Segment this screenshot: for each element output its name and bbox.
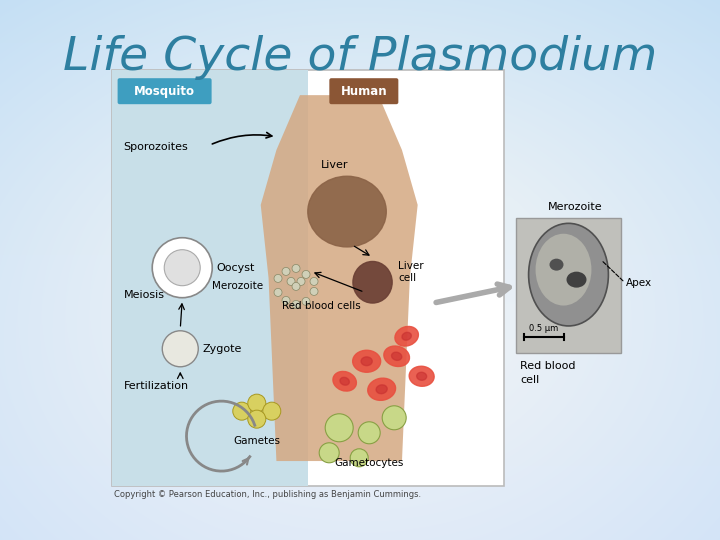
Circle shape — [274, 274, 282, 282]
Ellipse shape — [353, 261, 392, 303]
Circle shape — [292, 282, 300, 291]
Circle shape — [248, 394, 266, 412]
Ellipse shape — [536, 234, 591, 306]
Circle shape — [164, 249, 200, 286]
Bar — [112, 70, 308, 486]
Text: Life Cycle of Plasmodium: Life Cycle of Plasmodium — [63, 35, 657, 80]
Circle shape — [302, 298, 310, 306]
Text: Merozoite: Merozoite — [212, 281, 263, 292]
Text: cell: cell — [520, 375, 539, 385]
Ellipse shape — [340, 377, 349, 385]
Text: Liver: Liver — [321, 160, 348, 170]
Ellipse shape — [567, 272, 587, 288]
Ellipse shape — [333, 372, 356, 391]
Ellipse shape — [376, 385, 387, 394]
Ellipse shape — [361, 357, 372, 366]
Bar — [516, 218, 621, 353]
Text: 0.5 μm: 0.5 μm — [529, 324, 559, 333]
Circle shape — [325, 414, 354, 442]
PathPatch shape — [261, 95, 418, 461]
Text: Liver
cell: Liver cell — [398, 261, 423, 282]
Ellipse shape — [417, 372, 427, 380]
Circle shape — [233, 402, 251, 420]
Text: Sporozoites: Sporozoites — [124, 142, 189, 152]
Circle shape — [248, 410, 266, 428]
Ellipse shape — [409, 366, 434, 386]
Ellipse shape — [528, 224, 608, 326]
Circle shape — [152, 238, 212, 298]
Ellipse shape — [368, 378, 395, 400]
Text: Red blood cells: Red blood cells — [282, 301, 361, 311]
Text: Meiosis: Meiosis — [124, 290, 165, 300]
Circle shape — [263, 402, 281, 420]
Ellipse shape — [392, 352, 402, 360]
Bar — [112, 70, 504, 486]
Text: Zygote: Zygote — [202, 344, 242, 354]
FancyBboxPatch shape — [117, 78, 212, 104]
Circle shape — [319, 443, 339, 463]
Circle shape — [162, 331, 198, 367]
Ellipse shape — [353, 350, 381, 372]
Circle shape — [382, 406, 406, 430]
Circle shape — [292, 265, 300, 272]
Circle shape — [287, 278, 295, 286]
Text: Red blood: Red blood — [520, 361, 575, 371]
Circle shape — [297, 278, 305, 286]
Circle shape — [358, 422, 380, 444]
Text: Human: Human — [341, 85, 387, 98]
Circle shape — [350, 449, 368, 467]
Ellipse shape — [402, 332, 411, 340]
Text: Copyright © Pearson Education, Inc., publishing as Benjamin Cummings.: Copyright © Pearson Education, Inc., pub… — [114, 490, 420, 499]
Circle shape — [292, 300, 300, 308]
Ellipse shape — [307, 176, 386, 247]
Text: Gametocytes: Gametocytes — [335, 458, 404, 468]
Text: Fertilization: Fertilization — [124, 381, 189, 391]
Ellipse shape — [549, 259, 564, 271]
Circle shape — [310, 287, 318, 295]
Text: Oocyst: Oocyst — [216, 262, 255, 273]
Text: Mosquito: Mosquito — [134, 85, 195, 98]
Ellipse shape — [384, 346, 410, 367]
Ellipse shape — [395, 327, 418, 346]
Circle shape — [282, 296, 290, 305]
Text: Merozoite: Merozoite — [547, 202, 602, 212]
Circle shape — [310, 278, 318, 286]
Circle shape — [282, 267, 290, 275]
FancyBboxPatch shape — [329, 78, 398, 104]
Text: Gametes: Gametes — [233, 436, 280, 446]
Text: Apex: Apex — [626, 278, 652, 288]
Circle shape — [302, 271, 310, 279]
Circle shape — [274, 288, 282, 296]
